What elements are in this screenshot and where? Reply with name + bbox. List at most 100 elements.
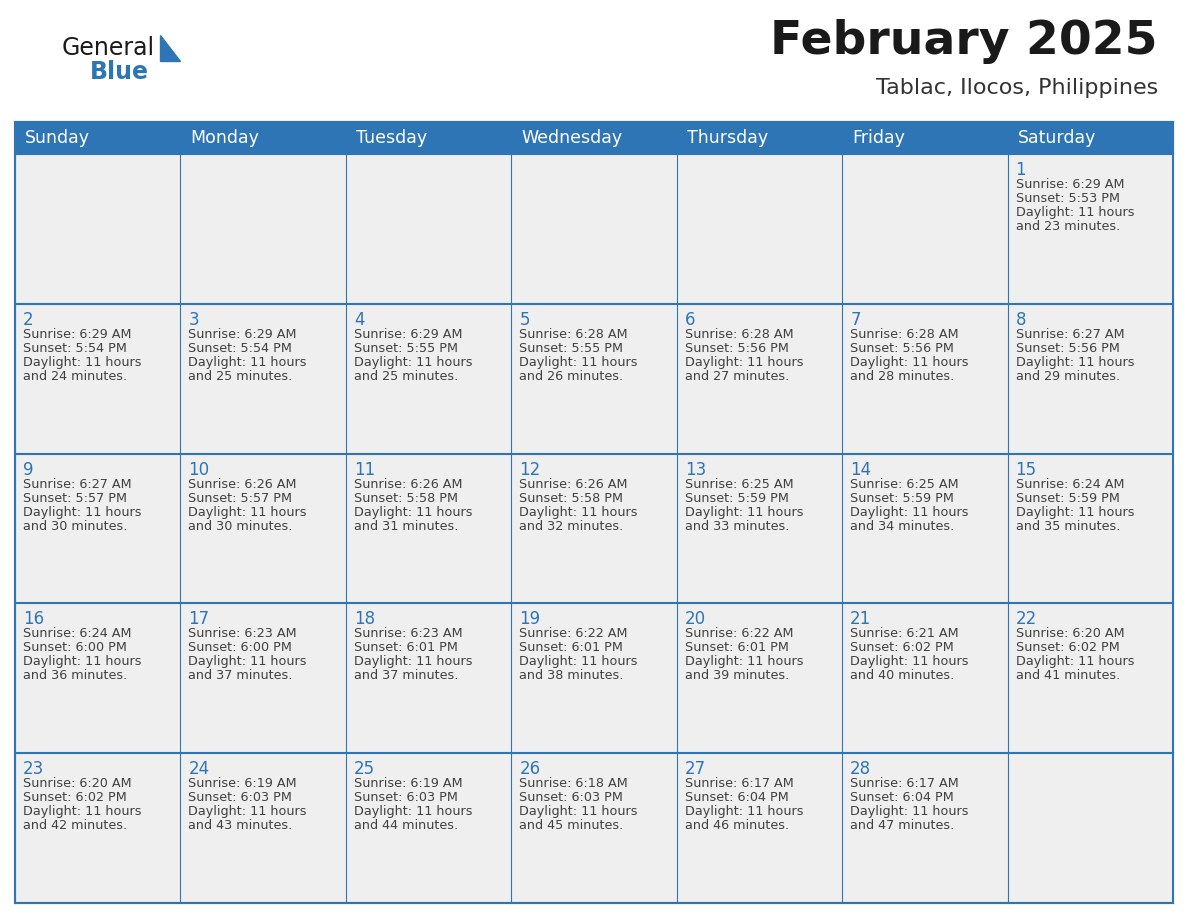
Bar bbox=[15, 304, 181, 453]
Bar bbox=[346, 603, 511, 753]
Bar bbox=[677, 753, 842, 903]
Text: 6: 6 bbox=[684, 311, 695, 329]
Text: and 41 minutes.: and 41 minutes. bbox=[1016, 669, 1120, 682]
Bar bbox=[1007, 304, 1173, 453]
Text: Sunrise: 6:17 AM: Sunrise: 6:17 AM bbox=[851, 778, 959, 790]
Text: and 39 minutes.: and 39 minutes. bbox=[684, 669, 789, 682]
Text: Sunset: 6:01 PM: Sunset: 6:01 PM bbox=[684, 642, 789, 655]
Text: Sunrise: 6:17 AM: Sunrise: 6:17 AM bbox=[684, 778, 794, 790]
Text: Sunrise: 6:29 AM: Sunrise: 6:29 AM bbox=[1016, 178, 1124, 191]
Text: Sunrise: 6:24 AM: Sunrise: 6:24 AM bbox=[23, 627, 132, 641]
Text: 9: 9 bbox=[23, 461, 33, 478]
Text: and 33 minutes.: and 33 minutes. bbox=[684, 520, 789, 532]
Text: Monday: Monday bbox=[190, 129, 259, 147]
Text: Daylight: 11 hours: Daylight: 11 hours bbox=[189, 655, 307, 668]
Bar bbox=[842, 304, 1007, 453]
Bar bbox=[1007, 753, 1173, 903]
Text: Sunset: 5:57 PM: Sunset: 5:57 PM bbox=[23, 492, 127, 505]
Text: Sunrise: 6:29 AM: Sunrise: 6:29 AM bbox=[23, 328, 132, 341]
Text: and 35 minutes.: and 35 minutes. bbox=[1016, 520, 1120, 532]
Text: Sunset: 6:01 PM: Sunset: 6:01 PM bbox=[354, 642, 457, 655]
Bar bbox=[346, 753, 511, 903]
Bar bbox=[181, 603, 346, 753]
Text: Tablac, Ilocos, Philippines: Tablac, Ilocos, Philippines bbox=[876, 78, 1158, 98]
Text: Sunrise: 6:19 AM: Sunrise: 6:19 AM bbox=[189, 778, 297, 790]
Text: Thursday: Thursday bbox=[687, 129, 767, 147]
Text: Sunrise: 6:19 AM: Sunrise: 6:19 AM bbox=[354, 778, 462, 790]
Text: Sunset: 5:55 PM: Sunset: 5:55 PM bbox=[354, 341, 457, 354]
Bar bbox=[15, 122, 1173, 903]
Polygon shape bbox=[160, 35, 181, 61]
Text: and 46 minutes.: and 46 minutes. bbox=[684, 819, 789, 833]
Text: Tuesday: Tuesday bbox=[356, 129, 426, 147]
Bar bbox=[15, 122, 1173, 154]
Text: Daylight: 11 hours: Daylight: 11 hours bbox=[189, 805, 307, 818]
Text: Daylight: 11 hours: Daylight: 11 hours bbox=[851, 805, 968, 818]
Text: Blue: Blue bbox=[90, 60, 148, 84]
Text: 3: 3 bbox=[189, 311, 200, 329]
Text: Daylight: 11 hours: Daylight: 11 hours bbox=[23, 655, 141, 668]
Text: Sunrise: 6:18 AM: Sunrise: 6:18 AM bbox=[519, 778, 628, 790]
Text: 8: 8 bbox=[1016, 311, 1026, 329]
Text: and 25 minutes.: and 25 minutes. bbox=[354, 370, 459, 383]
Bar bbox=[346, 453, 511, 603]
Text: 5: 5 bbox=[519, 311, 530, 329]
Text: Saturday: Saturday bbox=[1018, 129, 1097, 147]
Text: Sunset: 5:55 PM: Sunset: 5:55 PM bbox=[519, 341, 624, 354]
Text: 16: 16 bbox=[23, 610, 44, 629]
Text: 22: 22 bbox=[1016, 610, 1037, 629]
Text: February 2025: February 2025 bbox=[771, 19, 1158, 64]
Text: 24: 24 bbox=[189, 760, 209, 778]
Text: Daylight: 11 hours: Daylight: 11 hours bbox=[519, 356, 638, 369]
Bar bbox=[1007, 603, 1173, 753]
Bar bbox=[842, 453, 1007, 603]
Text: Sunset: 5:59 PM: Sunset: 5:59 PM bbox=[1016, 492, 1119, 505]
Bar bbox=[346, 154, 511, 304]
Bar bbox=[842, 753, 1007, 903]
Text: Sunset: 6:04 PM: Sunset: 6:04 PM bbox=[851, 791, 954, 804]
Bar bbox=[842, 154, 1007, 304]
Text: Sunrise: 6:22 AM: Sunrise: 6:22 AM bbox=[519, 627, 627, 641]
Text: Sunrise: 6:26 AM: Sunrise: 6:26 AM bbox=[519, 477, 627, 490]
Text: and 24 minutes.: and 24 minutes. bbox=[23, 370, 127, 383]
Text: Sunday: Sunday bbox=[25, 129, 90, 147]
Text: 2: 2 bbox=[23, 311, 33, 329]
Text: Daylight: 11 hours: Daylight: 11 hours bbox=[1016, 206, 1135, 219]
Text: Sunset: 5:56 PM: Sunset: 5:56 PM bbox=[684, 341, 789, 354]
Text: 13: 13 bbox=[684, 461, 706, 478]
Bar bbox=[181, 753, 346, 903]
Text: and 37 minutes.: and 37 minutes. bbox=[189, 669, 292, 682]
Text: Daylight: 11 hours: Daylight: 11 hours bbox=[354, 805, 473, 818]
Text: and 30 minutes.: and 30 minutes. bbox=[23, 520, 127, 532]
Text: Sunrise: 6:27 AM: Sunrise: 6:27 AM bbox=[23, 477, 132, 490]
Text: Sunset: 6:03 PM: Sunset: 6:03 PM bbox=[519, 791, 624, 804]
Text: Sunset: 6:02 PM: Sunset: 6:02 PM bbox=[23, 791, 127, 804]
Text: Sunset: 5:58 PM: Sunset: 5:58 PM bbox=[354, 492, 457, 505]
Text: Daylight: 11 hours: Daylight: 11 hours bbox=[189, 356, 307, 369]
Text: Sunset: 6:04 PM: Sunset: 6:04 PM bbox=[684, 791, 789, 804]
Text: Sunrise: 6:26 AM: Sunrise: 6:26 AM bbox=[189, 477, 297, 490]
Text: Sunrise: 6:23 AM: Sunrise: 6:23 AM bbox=[354, 627, 462, 641]
Text: Sunset: 6:03 PM: Sunset: 6:03 PM bbox=[354, 791, 457, 804]
Text: 19: 19 bbox=[519, 610, 541, 629]
Text: Sunrise: 6:29 AM: Sunrise: 6:29 AM bbox=[189, 328, 297, 341]
Text: Sunset: 5:58 PM: Sunset: 5:58 PM bbox=[519, 492, 624, 505]
Bar bbox=[15, 753, 181, 903]
Bar bbox=[677, 154, 842, 304]
Bar bbox=[181, 154, 346, 304]
Text: 12: 12 bbox=[519, 461, 541, 478]
Text: 10: 10 bbox=[189, 461, 209, 478]
Text: Sunset: 5:54 PM: Sunset: 5:54 PM bbox=[189, 341, 292, 354]
Text: and 34 minutes.: and 34 minutes. bbox=[851, 520, 954, 532]
Text: Daylight: 11 hours: Daylight: 11 hours bbox=[1016, 356, 1135, 369]
Text: Daylight: 11 hours: Daylight: 11 hours bbox=[851, 506, 968, 519]
Text: Daylight: 11 hours: Daylight: 11 hours bbox=[1016, 655, 1135, 668]
Bar bbox=[677, 304, 842, 453]
Bar bbox=[677, 603, 842, 753]
Text: and 40 minutes.: and 40 minutes. bbox=[851, 669, 954, 682]
Text: and 44 minutes.: and 44 minutes. bbox=[354, 819, 459, 833]
Text: Daylight: 11 hours: Daylight: 11 hours bbox=[23, 356, 141, 369]
Text: and 27 minutes.: and 27 minutes. bbox=[684, 370, 789, 383]
Bar bbox=[15, 453, 181, 603]
Text: and 45 minutes.: and 45 minutes. bbox=[519, 819, 624, 833]
